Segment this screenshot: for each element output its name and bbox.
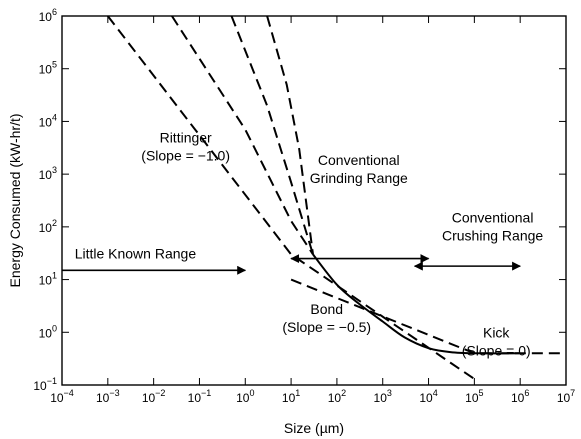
y-tick-base: 10 [39, 115, 53, 129]
x-tick-exponent: 5 [479, 388, 484, 398]
asymptote-line-5 [266, 16, 314, 255]
y-tick-label: 103 [39, 165, 57, 182]
y-tick-exponent: 2 [52, 218, 57, 228]
x-tick-label: 100 [236, 388, 254, 405]
x-tick-label: 10−2 [142, 388, 166, 405]
annotation-line: Little Known Range [75, 246, 197, 262]
x-tick-exponent: 1 [295, 388, 300, 398]
annotation-1: Conventional Grinding Range [310, 152, 408, 186]
annotation-line: (Slope = 0) [462, 342, 531, 358]
x-tick-base: 10 [282, 391, 296, 405]
y-tick-label: 104 [39, 112, 57, 129]
x-tick-exponent: −1 [201, 388, 211, 398]
annotation-5: Kick (Slope = 0) [462, 324, 531, 358]
y-tick-exponent: 3 [52, 165, 57, 175]
y-tick-base: 10 [39, 168, 53, 182]
x-tick-base: 10 [142, 391, 156, 405]
x-tick-exponent: 6 [524, 388, 529, 398]
annotation-line: Crushing Range [442, 228, 543, 244]
x-tick-base: 10 [557, 391, 571, 405]
x-tick-base: 10 [511, 391, 525, 405]
y-tick-base: 10 [39, 63, 53, 77]
y-tick-label: 106 [39, 7, 57, 24]
x-tick-label: 10−1 [188, 388, 212, 405]
x-tick-exponent: 0 [249, 388, 254, 398]
x-tick-label: 106 [511, 388, 529, 405]
annotation-line: Conventional [452, 210, 534, 226]
y-tick-label: 101 [39, 271, 57, 288]
annotation-line: Conventional [318, 152, 400, 168]
x-tick-label: 107 [557, 388, 575, 405]
x-tick-label: 102 [328, 388, 346, 405]
y-tick-exponent: 4 [52, 112, 57, 122]
y-axis-title: Energy Consumed (kW-hr/t) [7, 113, 23, 287]
series-layer [107, 16, 566, 380]
x-tick-label: 10−3 [96, 388, 120, 405]
y-tick-exponent: −1 [47, 376, 57, 386]
y-tick-label: 105 [39, 60, 57, 77]
x-tick-exponent: 7 [570, 388, 575, 398]
x-tick-base: 10 [374, 391, 388, 405]
y-tick-exponent: 0 [52, 323, 57, 333]
y-tick-label: 102 [39, 218, 57, 235]
plot-area [61, 15, 567, 386]
y-tick-label: 10−1 [33, 376, 57, 393]
x-tick-label: 10−4 [50, 388, 74, 405]
x-tick-label: 101 [282, 388, 300, 405]
asymptote-line-1 [107, 16, 475, 380]
y-tick-base: 10 [39, 274, 53, 288]
x-tick-exponent: −3 [109, 388, 119, 398]
y-tick-base: 10 [33, 379, 47, 393]
annotation-4: Bond (Slope = −0.5) [282, 301, 371, 335]
x-tick-label: 105 [465, 388, 483, 405]
x-tick-exponent: 2 [341, 388, 346, 398]
annotation-line: Rittinger [160, 129, 212, 145]
x-tick-base: 10 [50, 391, 64, 405]
annotation-3: Conventional Crushing Range [442, 210, 543, 244]
x-tick-exponent: −4 [64, 388, 74, 398]
x-tick-base: 10 [328, 391, 342, 405]
x-tick-exponent: 4 [433, 388, 438, 398]
x-tick-base: 10 [188, 391, 202, 405]
annotations: Rittinger (Slope = −1.0) Conventional Grind… [75, 129, 544, 358]
annotation-line: (Slope = −0.5) [282, 319, 371, 335]
annotation-line: Kick [483, 324, 510, 340]
x-tick-label: 104 [419, 388, 437, 405]
y-tick-base: 10 [39, 221, 53, 235]
asymptote-line-3 [171, 16, 314, 255]
asymptote-line-4 [230, 16, 314, 255]
asymptote-line-2 [290, 278, 566, 355]
annotation-line: (Slope = −1.0) [141, 147, 230, 163]
x-tick-base: 10 [419, 391, 433, 405]
plot-frame [61, 15, 567, 386]
x-tick-base: 10 [465, 391, 479, 405]
y-tick-base: 10 [39, 10, 53, 24]
annotation-line: Bond [310, 301, 343, 317]
y-tick-label: 100 [39, 323, 57, 340]
y-tick-exponent: 5 [52, 60, 57, 70]
arrow-layer [62, 254, 522, 275]
x-axis-title: Size (µm) [284, 420, 344, 436]
annotation-0: Rittinger (Slope = −1.0) [141, 129, 230, 163]
x-tick-label: 103 [374, 388, 392, 405]
y-tick-exponent: 1 [52, 271, 57, 281]
x-tick-exponent: −2 [155, 388, 165, 398]
x-axis-ticks: 10−4 10−3 10−2 10−1 100 101 102 103 104 105 106 107 [50, 16, 575, 405]
annotation-line: Grinding Range [310, 170, 408, 186]
x-tick-base: 10 [96, 391, 110, 405]
x-tick-base: 10 [236, 391, 250, 405]
y-tick-base: 10 [39, 326, 53, 340]
annotation-2: Little Known Range [75, 246, 197, 262]
x-tick-exponent: 3 [387, 388, 392, 398]
y-tick-exponent: 6 [52, 7, 57, 17]
